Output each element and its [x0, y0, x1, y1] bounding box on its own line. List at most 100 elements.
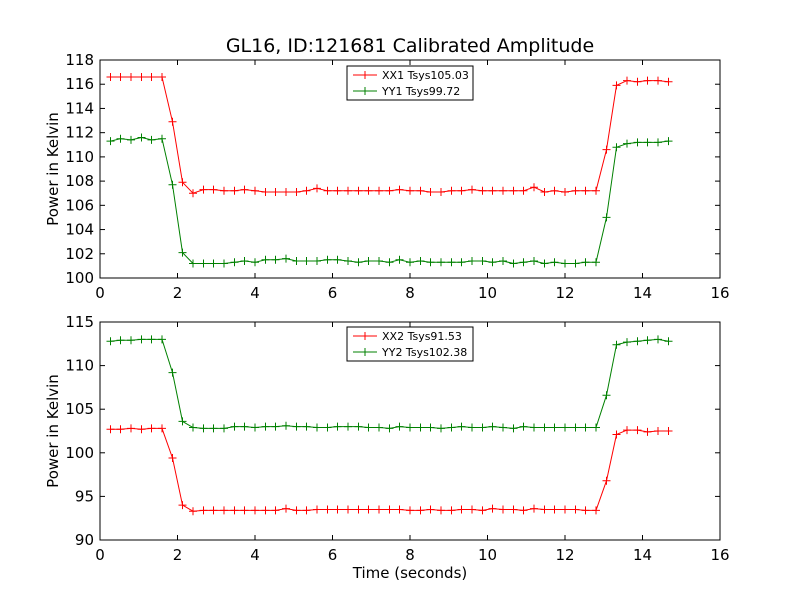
- x-tick-label: 14: [633, 284, 652, 302]
- data-point: [199, 185, 208, 194]
- data-point: [437, 424, 445, 433]
- data-point: [271, 188, 280, 196]
- data-point: [571, 423, 580, 432]
- data-point: [416, 506, 425, 515]
- data-point: [592, 423, 600, 432]
- data-point: [168, 368, 177, 377]
- data-point: [654, 76, 662, 85]
- data-point: [457, 422, 466, 431]
- data-point: [147, 135, 156, 144]
- y-tick-label: 102: [65, 245, 94, 263]
- data-point: [519, 506, 528, 515]
- data-point: [189, 259, 197, 268]
- data-point: [209, 185, 218, 194]
- data-point: [127, 424, 135, 433]
- data-point: [313, 505, 321, 514]
- data-point: [395, 185, 404, 194]
- data-point: [147, 73, 156, 81]
- data-point: [540, 505, 549, 514]
- data-point: [561, 423, 569, 432]
- data-point: [530, 257, 538, 265]
- x-tick-label: 2: [173, 546, 183, 564]
- data-point: [550, 258, 559, 267]
- data-point: [375, 423, 383, 432]
- data-point: [395, 422, 404, 431]
- data-point: [633, 337, 642, 346]
- data-point: [292, 506, 301, 515]
- chart-panel-2: 0 2 4 6 8 10 12 14 16 90 95 100 105 110 115 Power in Ke…: [44, 313, 730, 582]
- data-point: [282, 504, 290, 513]
- data-point: [116, 425, 125, 434]
- data-point: [571, 186, 580, 195]
- data-point: [251, 258, 259, 267]
- data-point: [127, 73, 135, 81]
- data-point: [509, 424, 518, 433]
- y-tick-label: 106: [65, 196, 94, 214]
- data-point: [633, 426, 642, 435]
- data-point: [561, 505, 569, 514]
- data-point: [478, 506, 487, 515]
- data-point: [540, 259, 549, 268]
- data-point: [116, 336, 125, 345]
- data-point: [478, 257, 487, 265]
- data-point: [664, 77, 673, 86]
- data-point: [271, 506, 280, 515]
- data-point: [158, 424, 166, 433]
- data-point: [302, 422, 311, 431]
- y-tick-label: 116: [65, 75, 94, 93]
- data-point: [437, 258, 445, 267]
- y-tick-label: 110: [65, 357, 94, 375]
- legend-box: [346, 65, 474, 101]
- data-point: [230, 506, 239, 515]
- data-point: [406, 258, 414, 267]
- data-point: [220, 186, 228, 195]
- legend-marker: [361, 71, 369, 79]
- legend: XX2 Tsys91.53 YY2 Tsys102.38: [346, 326, 474, 362]
- data-point: [468, 257, 476, 265]
- data-point: [209, 259, 218, 268]
- data-point: [323, 186, 332, 195]
- x-tick-label: 10: [478, 546, 497, 564]
- data-point: [426, 258, 435, 267]
- y-tick-label: 100: [65, 444, 94, 462]
- data-point: [499, 505, 507, 514]
- data-point: [406, 186, 414, 195]
- data-point: [333, 186, 342, 195]
- data-point: [468, 185, 476, 194]
- y-tick-label: 115: [65, 313, 94, 331]
- legend-label: XX1 Tsys105.03: [382, 69, 469, 82]
- data-point: [302, 257, 311, 265]
- data-point: [220, 424, 228, 433]
- data-point: [292, 188, 301, 196]
- y-tick-label: 90: [75, 531, 94, 549]
- data-point: [540, 188, 549, 196]
- data-point: [271, 422, 280, 431]
- legend-label: YY1 Tsys99.72: [381, 85, 460, 98]
- chart-panel-1: 0 2 4 6 8 10 12 14 16 100 102 104 106 108 110 112 114 116…: [44, 51, 730, 302]
- data-point: [282, 188, 290, 196]
- data-point: [375, 505, 383, 514]
- data-point: [447, 258, 456, 267]
- data-point: [561, 188, 569, 196]
- data-point: [333, 422, 342, 431]
- data-point: [333, 505, 342, 514]
- data-point: [168, 454, 177, 462]
- data-point: [333, 255, 342, 264]
- y-axis-label: Power in Kelvin: [44, 374, 62, 488]
- legend-box: [346, 326, 474, 362]
- data-point: [199, 506, 208, 515]
- data-point: [581, 186, 590, 195]
- data-point: [375, 186, 383, 195]
- data-point: [189, 189, 197, 198]
- data-point: [137, 73, 146, 81]
- y-tick-label: 105: [65, 400, 94, 418]
- data-point: [406, 506, 414, 515]
- data-point: [509, 259, 518, 268]
- data-point: [468, 423, 476, 432]
- data-point: [426, 423, 435, 432]
- data-point: [292, 422, 301, 431]
- data-point: [509, 505, 518, 514]
- data-point: [137, 133, 146, 142]
- data-point: [137, 425, 146, 434]
